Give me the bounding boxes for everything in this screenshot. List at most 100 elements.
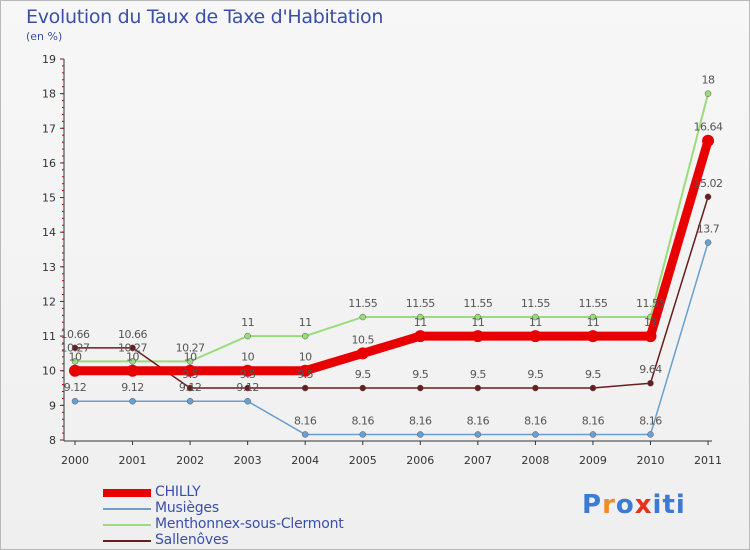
series-point-2 [589,313,597,321]
y-tick-label: 16 [42,157,56,170]
x-tick-label: 2010 [637,454,665,467]
series-point-3 [244,384,251,392]
series-line-0 [70,136,713,376]
data-label: 9.5 [355,368,371,381]
series-point-1 [359,431,366,438]
y-tick-label: 9 [49,399,56,412]
x-tick-label: 2005 [349,454,377,467]
series-point-3 [71,344,79,352]
data-label: 11.55 [636,297,665,310]
data-label: 8.16 [582,414,605,427]
series-point-1 [301,431,309,438]
data-label: 10.66 [118,328,147,341]
data-label: 11.55 [406,297,435,310]
x-tick-label: 2001 [119,454,147,467]
series-point-2 [417,313,424,321]
data-label: 11 [586,316,599,329]
data-label: 11 [644,316,657,329]
chart-title: Evolution du Taux de Taxe d'Habitation [26,6,384,28]
series-point-0 [184,364,197,377]
data-label: 10.27 [176,341,205,354]
data-label: 11.55 [521,297,550,310]
data-label: 9.5 [527,368,543,381]
legend-swatch [103,524,151,526]
series-point-1 [129,397,136,405]
data-label: 9.12 [121,381,144,394]
series-point-0 [126,364,139,377]
x-tick-label: 2002 [176,454,204,467]
logo-letter: t [662,490,676,520]
series-point-0 [69,364,81,377]
logo-letter: r [602,490,616,520]
series-point-2 [129,358,136,365]
data-label: 10 [241,351,254,364]
series-point-0 [586,330,599,343]
data-label: 13.7 [697,223,720,236]
series-point-0 [356,347,369,360]
data-label: 11 [299,316,312,329]
y-tick-label: 12 [42,295,56,308]
series-line-2 [74,92,710,363]
data-label: 9.5 [297,368,313,381]
legend-label: Menthonnex-sous-Clermont [155,516,344,532]
y-tick-label: 18 [42,88,56,101]
series-point-3 [301,384,309,392]
y-tick-label: 13 [42,261,56,274]
series-point-2 [704,90,712,97]
x-tick-label: 2003 [234,454,262,467]
series-point-1 [647,431,654,438]
y-tick-label: 17 [42,122,56,135]
y-tick-label: 10 [42,365,56,378]
y-tick-label: 15 [42,192,56,205]
series-point-3 [417,384,424,392]
x-tick-label: 2008 [521,454,549,467]
series-line-1 [74,241,709,436]
series-point-0 [299,364,312,377]
data-label: 11 [241,316,254,329]
data-label: 9.12 [179,381,202,394]
data-label: 10 [69,351,82,364]
data-label: 8.16 [352,414,375,427]
x-tick-label: 2011 [694,454,722,467]
data-label: 16.64 [694,121,723,134]
legend-label: Musièges [155,500,219,516]
series-point-3 [704,193,712,201]
legend-label: CHILLY [155,484,201,500]
series-point-2 [301,332,309,340]
data-label: 10 [184,351,197,364]
series-point-3 [647,379,654,387]
data-label: 10.27 [118,341,147,354]
series-point-0 [644,330,657,343]
x-tick-label: 2004 [291,454,319,467]
series-point-3 [532,384,539,392]
data-label: 10.27 [61,341,90,354]
series-point-2 [359,313,366,321]
series-point-1 [532,431,539,438]
data-label: 10.66 [61,328,90,341]
data-label: 8.16 [294,414,317,427]
legend-swatch [103,489,151,497]
logo-letter: x [634,490,653,520]
data-label: 8.16 [639,414,662,427]
y-tick-label: 19 [42,53,56,66]
data-label: 11 [471,316,484,329]
series-point-0 [471,330,484,343]
data-label: 9.5 [412,368,428,381]
data-label: 9.12 [64,381,87,394]
y-tick-label: 11 [42,330,56,343]
series-point-1 [474,431,482,438]
y-tick-label: 14 [42,226,56,239]
data-label: 9.12 [236,381,259,394]
legend-label: Sallenôves [155,532,229,548]
logo-letter: i [652,490,663,520]
series-point-0 [702,134,715,147]
data-label: 8.16 [409,414,432,427]
data-label: 9.5 [182,368,198,381]
series-point-3 [186,384,194,392]
x-tick-label: 2007 [464,454,492,467]
series-point-0 [414,330,427,343]
series-point-2 [474,313,482,321]
x-tick-label: 2006 [406,454,434,467]
